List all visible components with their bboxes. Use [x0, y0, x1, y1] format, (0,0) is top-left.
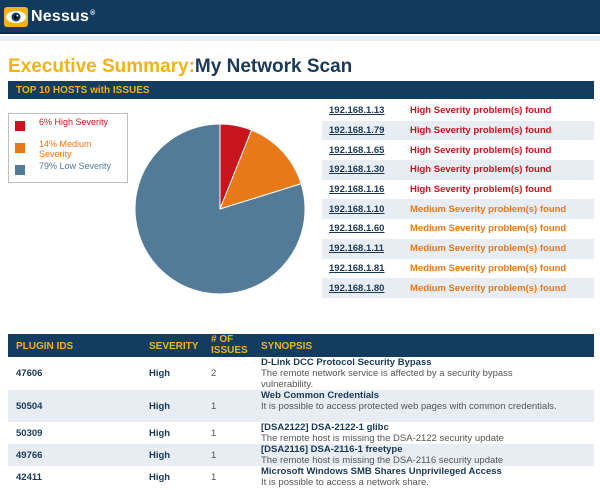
plugin-synopsis-text: It is possible to access a network share…	[261, 477, 429, 488]
top-bar: Nessus®	[0, 0, 600, 34]
host-status: Medium Severity problem(s) found	[410, 223, 567, 235]
plugin-synopsis-title: Web Common Credentials	[261, 390, 380, 401]
nessus-logo[interactable]: Nessus®	[4, 6, 95, 28]
column-header-severity: SEVERITY	[149, 341, 199, 352]
legend-swatch-medium	[15, 143, 25, 153]
host-ip-link[interactable]: 192.168.1.10	[329, 203, 385, 215]
plugin-severity: High	[149, 472, 171, 483]
host-status: Medium Severity problem(s) found	[410, 282, 567, 294]
host-row: 192.168.1.13 High Severity problem(s) fou…	[322, 101, 594, 121]
legend-item-medium: 14% Medium Severity	[15, 139, 119, 159]
legend-item-high: 6% High Severity	[15, 117, 119, 131]
plugin-synopsis-title: D-Link DCC Protocol Security Bypass	[261, 357, 432, 368]
table-row: 50504 High 1 Web Common Credentials It i…	[8, 390, 594, 422]
plugin-issue-count: 1	[211, 428, 217, 439]
plugin-id[interactable]: 50504	[16, 401, 43, 412]
table-row: 49766 High 1 [DSA2116] DSA-2116-1 freety…	[8, 444, 594, 466]
plugin-id[interactable]: 49766	[16, 450, 43, 461]
plugin-issue-count: 2	[211, 368, 217, 379]
plugin-severity: High	[149, 401, 171, 412]
table-row: 50309 High 1 [DSA2122] DSA-2122-1 glibc …	[8, 422, 594, 444]
host-ip-link[interactable]: 192.168.1.81	[329, 262, 385, 274]
plugin-synopsis-title: [DSA2116] DSA-2116-1 freetype	[261, 444, 403, 455]
legend-label-medium: 14% Medium Severity	[39, 139, 92, 159]
column-header-count-line2: ISSUES	[211, 345, 248, 356]
severity-pie-chart	[134, 123, 306, 295]
host-row: 192.168.1.16 High Severity problem(s) fou…	[322, 180, 594, 200]
plugin-severity: High	[149, 428, 171, 439]
plugin-synopsis-title: Microsoft Windows SMB Shares Unprivilege…	[261, 466, 502, 477]
page-title-prefix: Executive Summary:	[8, 56, 195, 77]
host-ip-link[interactable]: 192.168.1.16	[329, 184, 385, 196]
plugin-synopsis: [DSA2116] DSA-2116-1 freetype The remote…	[261, 444, 561, 466]
pie-slice-low	[134, 123, 306, 295]
legend-label-high: 6% High Severity	[39, 117, 109, 127]
host-row: 192.168.1.10 Medium Severity problem(s) f…	[322, 199, 594, 220]
host-ip-link[interactable]: 192.168.1.79	[329, 125, 385, 137]
table-row: 47606 High 2 D-Link DCC Protocol Securit…	[8, 357, 594, 390]
host-ip-link[interactable]: 192.168.1.80	[329, 282, 385, 294]
plugin-synopsis: D-Link DCC Protocol Security Bypass The …	[261, 357, 561, 390]
column-header-count-line1: # OF	[211, 334, 234, 345]
eye-icon	[4, 7, 28, 27]
host-list: 192.168.1.13 High Severity problem(s) fou…	[322, 101, 594, 298]
host-ip-link[interactable]: 192.168.1.65	[329, 144, 385, 156]
plugin-synopsis-text: The remote network service is affected b…	[261, 368, 513, 390]
host-status: Medium Severity problem(s) found	[410, 262, 567, 274]
trademark-symbol: ®	[90, 9, 96, 17]
plugin-synopsis-text: It is possible to access protected web p…	[261, 401, 557, 412]
host-row: 192.168.1.60 Medium Severity problem(s) f…	[322, 219, 594, 239]
legend-label-low: 79% Low Severity	[39, 161, 112, 171]
host-status: Medium Severity problem(s) found	[410, 243, 567, 255]
host-status: High Severity problem(s) found	[410, 125, 552, 137]
host-row: 192.168.1.81 Medium Severity problem(s) f…	[322, 259, 594, 279]
column-header-synopsis: SYNOPSIS	[261, 341, 313, 352]
pie-slice-medium	[219, 129, 302, 210]
host-status: High Severity problem(s) found	[410, 184, 552, 196]
table-row: 42411 High 1 Microsoft Windows SMB Share…	[8, 466, 594, 488]
plugin-synopsis-text: The remote host is missing the DSA-2116 …	[261, 455, 504, 466]
plugin-id[interactable]: 47606	[16, 368, 43, 379]
top-hosts-header: TOP 10 HOSTS with ISSUES	[8, 81, 594, 99]
plugin-id[interactable]: 42411	[16, 472, 42, 483]
host-status: Medium Severity problem(s) found	[410, 203, 567, 215]
host-status: High Severity problem(s) found	[410, 105, 552, 117]
column-header-plugin-ids: PLUGIN IDS	[16, 341, 74, 352]
scan-name: My Network Scan	[194, 56, 353, 77]
host-row: 192.168.1.79 High Severity problem(s) fou…	[322, 120, 594, 141]
host-ip-link[interactable]: 192.168.1.60	[329, 223, 385, 235]
plugin-synopsis: [DSA2122] DSA-2122-1 glibc The remote ho…	[261, 422, 561, 444]
pie-legend: 6% High Severity 14% Medium Severity 79%…	[8, 113, 128, 183]
legend-swatch-high	[15, 121, 25, 131]
host-ip-link[interactable]: 192.168.1.13	[329, 105, 385, 117]
host-status: High Severity problem(s) found	[410, 144, 552, 156]
host-row: 192.168.1.30 High Severity problem(s) fou…	[322, 160, 594, 180]
plugin-severity: High	[149, 450, 171, 461]
host-status: High Severity problem(s) found	[410, 164, 552, 176]
header-divider	[0, 36, 600, 41]
plugin-synopsis-title: [DSA2122] DSA-2122-1 glibc	[261, 422, 389, 433]
logo-text: Nessus®	[31, 8, 96, 25]
host-row: 192.168.1.65 High Severity problem(s) fou…	[322, 140, 594, 160]
plugin-severity: High	[149, 368, 171, 379]
plugin-synopsis: Web Common Credentials It is possible to…	[261, 390, 561, 412]
host-row: 192.168.1.11 Medium Severity problem(s) f…	[322, 238, 594, 259]
legend-item-low: 79% Low Severity	[15, 161, 119, 175]
host-row: 192.168.1.80 Medium Severity problem(s) f…	[322, 278, 594, 298]
plugin-synopsis-text: The remote host is missing the DSA-2122 …	[261, 433, 504, 444]
plugin-synopsis: Microsoft Windows SMB Shares Unprivilege…	[261, 466, 561, 488]
plugin-issue-count: 1	[211, 472, 217, 483]
host-ip-link[interactable]: 192.168.1.11	[329, 243, 384, 255]
plugin-id[interactable]: 50309	[16, 428, 43, 439]
host-ip-link[interactable]: 192.168.1.30	[329, 164, 385, 176]
plugin-issue-count: 1	[211, 401, 217, 412]
page-title: Executive Summary:My Network Scan	[8, 56, 352, 78]
plugin-issue-count: 1	[211, 450, 217, 461]
legend-swatch-low	[15, 165, 25, 175]
plugins-table-header: PLUGIN IDS SEVERITY # OF ISSUES SYNOPSIS	[8, 334, 594, 357]
